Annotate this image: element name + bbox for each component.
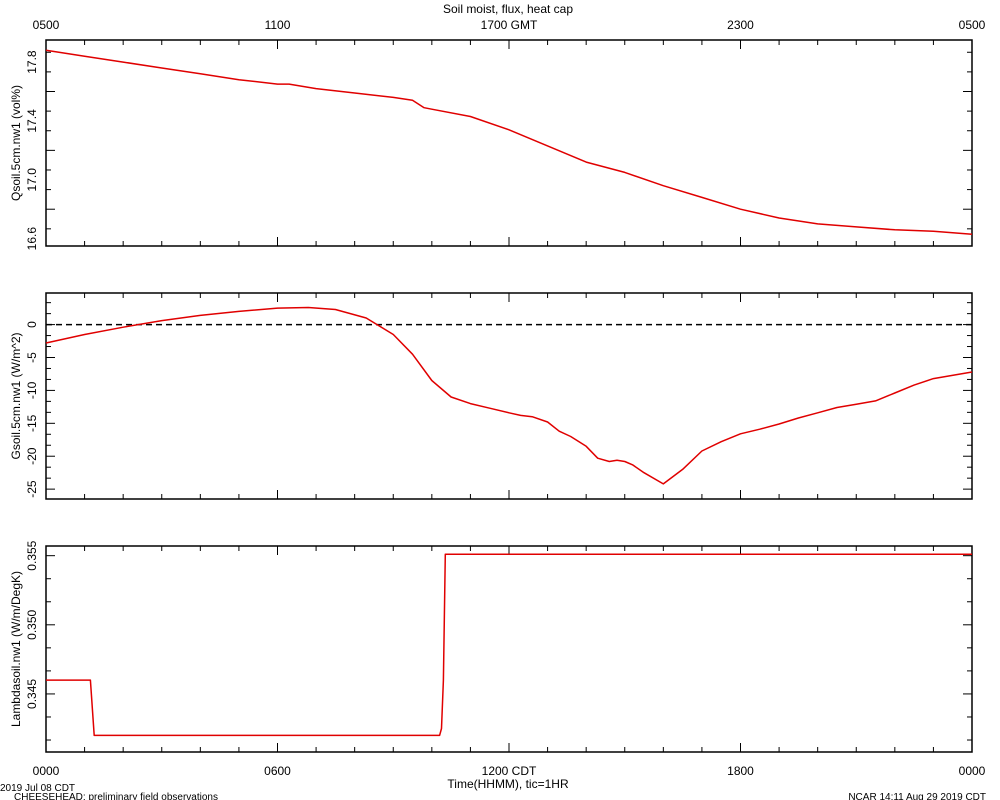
panel-2-series-line bbox=[45, 306, 973, 485]
top-x-tick-label: 0500 bbox=[959, 18, 986, 32]
y-tick-label: 17.4 bbox=[25, 109, 39, 133]
x-axis-title: Time(HHMM), tic=1HR bbox=[447, 777, 569, 791]
y-tick-label: -15 bbox=[25, 414, 39, 432]
bottom-x-tick-label: 1800 bbox=[727, 764, 754, 778]
y-axis-title: Lambdasoil.nw1 (W/m/DegK) bbox=[9, 571, 23, 727]
project-label: CHEESEHEAD: preliminary field observatio… bbox=[14, 792, 218, 800]
y-tick-label: 0 bbox=[25, 321, 39, 328]
top-x-tick-label: 0500 bbox=[33, 18, 60, 32]
panel-3-series-line bbox=[46, 553, 972, 737]
bottom-x-tick-label: 0600 bbox=[264, 764, 291, 778]
top-x-tick-label: 2300 bbox=[727, 18, 754, 32]
series-layer bbox=[45, 49, 973, 737]
top-x-tick-label: 1700 GMT bbox=[481, 18, 538, 32]
bottom-x-tick-label: 1200 CDT bbox=[482, 764, 537, 778]
y-tick-label: 0.345 bbox=[25, 679, 39, 709]
y-axis-title: Gsoil.5cm.nw1 (W/m^2) bbox=[9, 333, 23, 460]
y-tick-label: 0.355 bbox=[25, 540, 39, 570]
y-tick-label: 16.6 bbox=[25, 227, 39, 251]
y-tick-label: 0.350 bbox=[25, 609, 39, 639]
y-tick-label: 17.8 bbox=[25, 50, 39, 74]
y-axis-title: Qsoil.5cm.nw1 (vol%) bbox=[9, 85, 23, 201]
date-label: 2019 Jul 08 CDT bbox=[0, 783, 75, 794]
y-tick-label: 17.0 bbox=[25, 168, 39, 192]
y-tick-label: -25 bbox=[25, 480, 39, 498]
plot-frame bbox=[45, 545, 973, 753]
top-x-tick-label: 1100 bbox=[265, 18, 291, 32]
chart-title: Soil moist, flux, heat cap bbox=[443, 2, 573, 16]
y-tick-label: -10 bbox=[25, 381, 39, 399]
bottom-x-tick-label: 0000 bbox=[959, 764, 986, 778]
panel-1-series-line bbox=[45, 49, 973, 235]
bottom-x-tick-label: 0000 bbox=[33, 764, 60, 778]
y-tick-label: -20 bbox=[25, 447, 39, 465]
credit-label: NCAR 14:11 Aug 29 2019 CDT bbox=[848, 792, 986, 800]
y-tick-label: -5 bbox=[25, 352, 39, 363]
